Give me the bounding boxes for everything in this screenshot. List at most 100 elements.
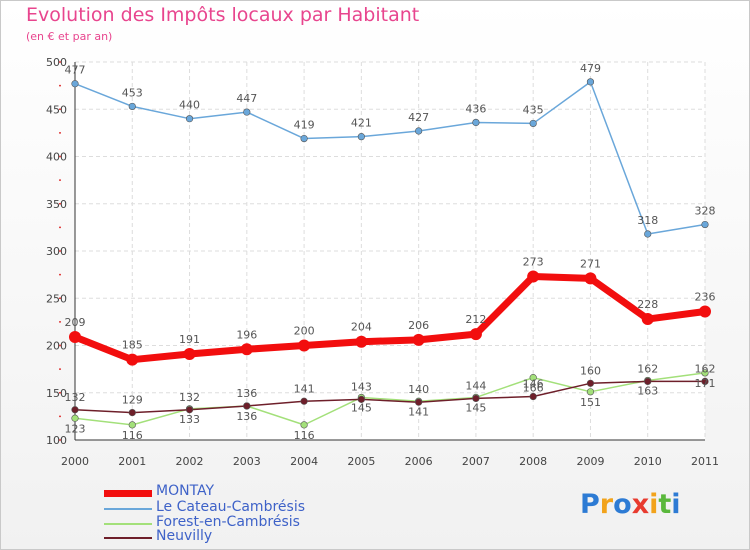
x-tick-label: 2003	[233, 455, 261, 468]
data-label-neuvilly: 162	[695, 362, 716, 375]
chart-subtitle: (en € et par an)	[26, 30, 113, 43]
data-label-neuvilly: 160	[580, 364, 601, 377]
data-point-le-cateau-cambresis	[472, 118, 480, 127]
data-point-le-cateau-cambresis	[300, 134, 308, 143]
y-tick-label: 250	[46, 292, 67, 305]
data-label-le-cateau-cambresis: 419	[294, 119, 315, 132]
x-tick-label: 2011	[691, 455, 719, 468]
data-point-montay	[126, 353, 139, 366]
data-point-montay	[183, 348, 196, 361]
data-point-le-cateau-cambresis	[128, 102, 136, 111]
data-point-le-cateau-cambresis	[586, 78, 595, 86]
data-label-neuvilly: 132	[179, 391, 200, 404]
chart-title: Evolution des Impôts locaux par Habitant	[26, 4, 420, 26]
data-point-neuvilly	[701, 377, 709, 386]
legend-label-forest: Forest-en-Cambrésis	[156, 514, 300, 530]
data-label-forest-en-cambresis: 145	[465, 401, 486, 414]
data-label-neuvilly: 129	[122, 394, 143, 407]
logo-letter: r	[599, 489, 614, 520]
data-point-forest-en-cambresis	[701, 369, 709, 377]
data-label-le-cateau-cambresis: 453	[122, 86, 143, 99]
data-point-le-cateau-cambresis	[644, 230, 652, 238]
logo-letter: o	[613, 489, 632, 520]
x-tick-label: 2008	[519, 455, 547, 468]
data-label-neuvilly: 143	[351, 380, 372, 393]
y-tick-label: 200	[46, 340, 67, 353]
x-tick-label: 2009	[576, 455, 604, 468]
data-point-neuvilly	[472, 394, 480, 403]
data-label-forest-en-cambresis: 166	[523, 382, 544, 395]
data-point-neuvilly	[586, 379, 595, 387]
legend-label-neuvilly: Neuvilly	[156, 528, 213, 544]
data-label-neuvilly: 144	[465, 379, 486, 392]
y-tick-label: 450	[46, 103, 67, 116]
data-label-le-cateau-cambresis: 447	[236, 92, 257, 105]
series-line-le-cateau-cambresis	[74, 81, 706, 235]
grid	[74, 61, 706, 441]
data-label-forest-en-cambresis: 116	[294, 429, 315, 442]
data-point-forest-en-cambresis	[586, 388, 595, 396]
y-tick-label: 150	[46, 387, 67, 400]
y-tick-label: 500	[46, 56, 67, 69]
data-label-le-cateau-cambresis: 328	[695, 205, 716, 218]
data-point-neuvilly	[185, 406, 194, 414]
data-point-montay	[240, 343, 253, 356]
data-label-neuvilly: 136	[236, 387, 257, 400]
data-point-montay	[69, 330, 81, 343]
data-label-neuvilly: 140	[408, 383, 429, 396]
data-label-neuvilly: 162	[637, 362, 658, 375]
data-point-forest-en-cambresis	[128, 421, 136, 429]
data-label-montay: 185	[122, 339, 143, 352]
x-tick-label: 2000	[61, 455, 89, 468]
logo-letter: x	[631, 489, 650, 520]
data-point-neuvilly	[529, 392, 537, 401]
data-point-le-cateau-cambresis	[357, 133, 365, 141]
data-label-le-cateau-cambresis: 318	[637, 214, 658, 227]
legend-swatch-neuvilly	[104, 537, 152, 539]
data-label-neuvilly: 141	[294, 382, 315, 395]
proxiti-logo: Proxiti	[580, 489, 681, 520]
data-label-montay: 206	[408, 319, 429, 332]
data-point-montay	[355, 335, 368, 348]
data-point-le-cateau-cambresis	[71, 80, 79, 88]
data-label-montay: 200	[294, 325, 315, 338]
data-label-forest-en-cambresis: 163	[637, 384, 658, 397]
data-label-le-cateau-cambresis: 427	[408, 111, 429, 124]
y-tick-label: 100	[46, 434, 67, 447]
data-label-le-cateau-cambresis: 440	[179, 99, 200, 112]
data-point-neuvilly	[243, 402, 251, 410]
x-tick-label: 2010	[634, 455, 662, 468]
data-label-forest-en-cambresis: 171	[695, 377, 716, 390]
data-point-neuvilly	[300, 397, 308, 405]
legend-swatch-le-cateau	[104, 508, 152, 510]
data-label-montay: 228	[637, 298, 658, 311]
data-point-neuvilly	[644, 377, 652, 386]
data-point-montay	[584, 272, 597, 285]
logo-letter: P	[580, 489, 600, 520]
data-label-neuvilly: 146	[523, 378, 544, 391]
data-label-le-cateau-cambresis: 479	[580, 62, 601, 75]
data-label-forest-en-cambresis: 151	[580, 396, 601, 409]
legend-label-montay: MONTAY	[156, 483, 215, 499]
data-label-neuvilly: 132	[65, 391, 86, 404]
data-label-montay: 191	[179, 333, 200, 346]
data-point-forest-en-cambresis	[71, 414, 79, 422]
legend-label-le-cateau: Le Cateau-Cambrésis	[156, 499, 305, 515]
series-line-forest-en-cambresis	[74, 372, 706, 426]
data-label-le-cateau-cambresis: 421	[351, 117, 372, 130]
data-labels: 123 116 133 136 116 145 141 145 166 151 163 171 132 1…	[65, 62, 716, 442]
y-tick-label: 400	[46, 151, 67, 164]
data-label-forest-en-cambresis: 133	[179, 413, 200, 426]
data-point-le-cateau-cambresis	[243, 108, 251, 116]
data-point-le-cateau-cambresis	[701, 220, 709, 229]
legend-swatch-forest	[104, 523, 152, 525]
data-label-forest-en-cambresis: 116	[122, 429, 143, 442]
data-label-le-cateau-cambresis: 435	[523, 103, 544, 116]
data-point-montay	[699, 305, 711, 318]
data-point-neuvilly	[357, 395, 365, 403]
data-label-forest-en-cambresis: 141	[408, 405, 429, 418]
data-label-montay: 271	[580, 257, 601, 270]
data-point-forest-en-cambresis	[529, 374, 537, 382]
